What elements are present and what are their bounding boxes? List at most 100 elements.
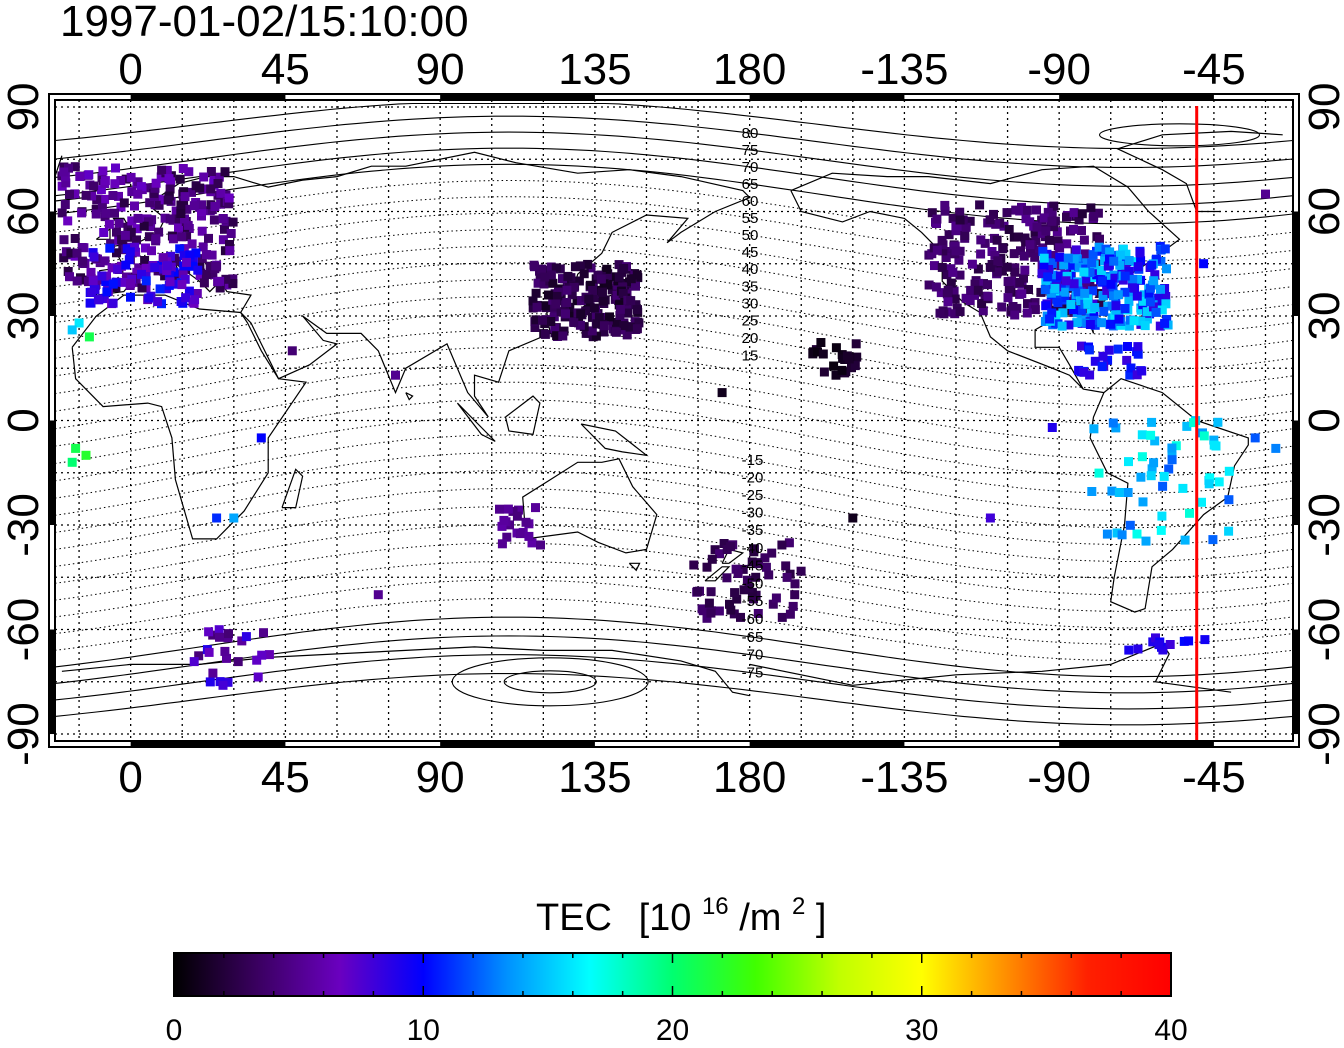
tec-point — [1116, 250, 1125, 260]
south-magnetic-pole-inner-contour — [503, 670, 597, 694]
tec-point — [67, 457, 77, 467]
tec-point — [1124, 645, 1134, 655]
tec-point — [121, 174, 131, 184]
tec-point — [1156, 284, 1165, 294]
tec-point — [180, 274, 190, 284]
tec-point — [98, 166, 108, 176]
lon-tick-label: 45 — [261, 45, 310, 94]
tec-point — [946, 278, 956, 288]
tec-point — [1261, 189, 1270, 199]
tec-point — [499, 515, 509, 525]
tec-point — [132, 224, 142, 234]
tec-point — [831, 343, 841, 353]
tec-point — [81, 450, 91, 460]
tec-point — [1167, 455, 1177, 465]
tec-point — [214, 172, 224, 182]
tec-point — [1062, 212, 1071, 222]
tec-point — [760, 553, 770, 563]
tec-point — [113, 264, 122, 274]
tec-point — [970, 290, 980, 300]
tec-point — [237, 636, 247, 646]
tec-point — [1114, 314, 1124, 324]
tec-point — [177, 232, 187, 242]
frame-bar-right — [1293, 420, 1299, 526]
tec-point — [767, 548, 777, 558]
tec-point — [736, 612, 745, 622]
tec-point — [1133, 274, 1142, 284]
tec-point — [1138, 497, 1148, 507]
tec-point — [1052, 227, 1062, 237]
tec-point — [184, 286, 194, 296]
tec-point — [540, 329, 550, 339]
tec-point — [931, 282, 941, 292]
tec-point — [179, 244, 189, 254]
tec-point — [714, 606, 724, 616]
tec-point — [151, 234, 161, 244]
lat-tick-label: -30 — [1300, 493, 1344, 557]
tec-point — [202, 250, 211, 260]
tec-point — [1098, 351, 1108, 361]
tec-point — [145, 198, 155, 208]
magnetic-latitude-label: -30 — [742, 505, 764, 522]
tec-point — [1045, 314, 1055, 324]
tec-point — [1064, 320, 1074, 330]
magnetic-latitude-label: 20 — [742, 330, 759, 347]
tec-point — [1142, 307, 1152, 317]
tec-point — [1124, 256, 1134, 265]
tec-point — [154, 227, 164, 237]
tec-point — [719, 539, 729, 548]
tec-point — [168, 234, 178, 244]
tec-point — [1167, 443, 1177, 453]
lat-tick-label: 30 — [1300, 292, 1344, 341]
tec-point — [70, 234, 80, 243]
frame-bar-top — [130, 94, 286, 100]
tec-point — [194, 651, 204, 661]
tec-point — [110, 179, 120, 189]
tec-point — [126, 278, 136, 288]
tec-point — [64, 163, 73, 173]
tec-point — [581, 328, 591, 338]
tec-point — [574, 276, 584, 286]
tec-point — [961, 293, 971, 303]
tec-point — [1126, 363, 1136, 373]
tec-point — [1090, 303, 1100, 312]
tec-point — [634, 318, 644, 328]
tec-point — [585, 280, 595, 290]
tec-point — [1053, 298, 1063, 308]
tec-point — [226, 229, 236, 238]
tec-point — [147, 246, 156, 256]
tec-point — [1156, 525, 1166, 535]
tec-point — [558, 274, 567, 284]
tec-point — [533, 278, 543, 288]
tec-point — [1059, 260, 1069, 270]
tec-point — [139, 221, 149, 231]
tec-point — [1031, 236, 1041, 246]
tec-point — [1085, 268, 1095, 278]
tec-point — [130, 201, 139, 211]
tec-point — [1131, 257, 1141, 267]
tec-point — [1133, 262, 1143, 272]
tec-point — [570, 262, 580, 272]
tec-point — [166, 251, 175, 261]
tec-point — [993, 256, 1003, 266]
tec-point — [973, 264, 983, 274]
tec-point — [1099, 291, 1109, 300]
tec-point — [101, 208, 111, 218]
tec-point — [208, 668, 218, 678]
tec-point — [102, 271, 111, 281]
frame-bar-right — [1293, 629, 1299, 735]
tec-point — [1128, 274, 1138, 284]
tec-point — [146, 222, 156, 232]
tec-point — [1075, 262, 1084, 272]
tec-point — [198, 242, 208, 252]
tec-point — [89, 252, 99, 262]
tec-point — [1003, 293, 1013, 303]
tec-point — [1071, 245, 1081, 255]
tec-point — [257, 650, 267, 660]
tec-point — [851, 339, 861, 349]
tec-point — [84, 170, 94, 180]
tec-point — [165, 184, 175, 194]
tec-point — [215, 283, 225, 293]
tec-point — [1046, 288, 1056, 298]
lat-tick-label: 60 — [0, 187, 48, 236]
